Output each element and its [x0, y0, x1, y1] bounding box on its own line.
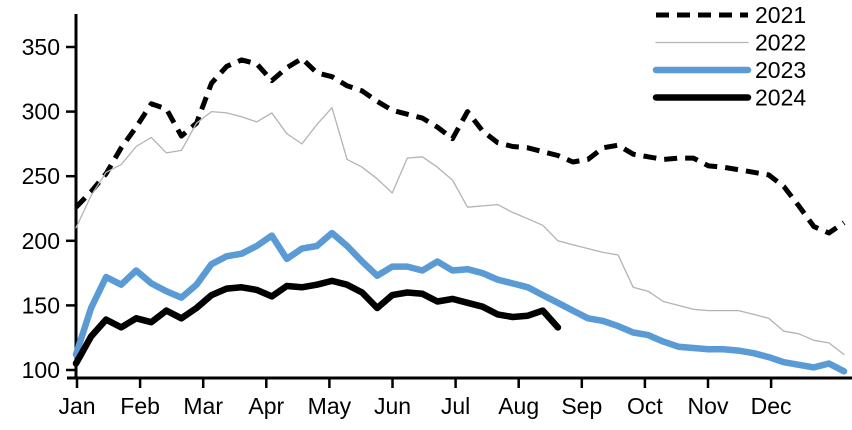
x-tick-label: Feb — [120, 393, 160, 419]
y-tick-label: 300 — [22, 99, 60, 125]
y-tick-label: 250 — [22, 163, 60, 189]
legend-label: 2024 — [755, 85, 806, 111]
y-tick-label: 200 — [22, 228, 60, 254]
y-tick-label: 150 — [22, 292, 60, 318]
x-tick-label: Mar — [183, 393, 223, 419]
series-line-2021 — [74, 56, 846, 236]
x-tick-label: May — [308, 393, 352, 419]
legend-label: 2021 — [755, 2, 806, 28]
x-tick-label: Nov — [688, 393, 729, 419]
legend-label: 2022 — [755, 30, 806, 56]
series-line-2024 — [72, 277, 562, 367]
x-tick-label: Jun — [374, 393, 411, 419]
legend-label: 2023 — [755, 57, 806, 83]
legend-item-2022: 2022 — [655, 30, 806, 56]
x-tick-label: Aug — [498, 393, 539, 419]
x-tick-label: Oct — [627, 393, 663, 419]
y-tick-label: 350 — [22, 34, 60, 60]
y-tick-label: 100 — [22, 357, 60, 383]
legend-item-2021: 2021 — [656, 2, 806, 28]
series-line-2023 — [72, 229, 848, 375]
series-line-2022 — [75, 107, 845, 356]
x-tick-label: Jan — [58, 393, 95, 419]
x-tick-label: Apr — [248, 393, 284, 419]
x-tick-label: Sep — [561, 393, 602, 419]
x-tick-label: Jul — [441, 393, 470, 419]
x-tick-label: Dec — [751, 393, 792, 419]
legend-item-2024: 2024 — [652, 85, 806, 111]
legend-item-2023: 2023 — [652, 57, 806, 83]
